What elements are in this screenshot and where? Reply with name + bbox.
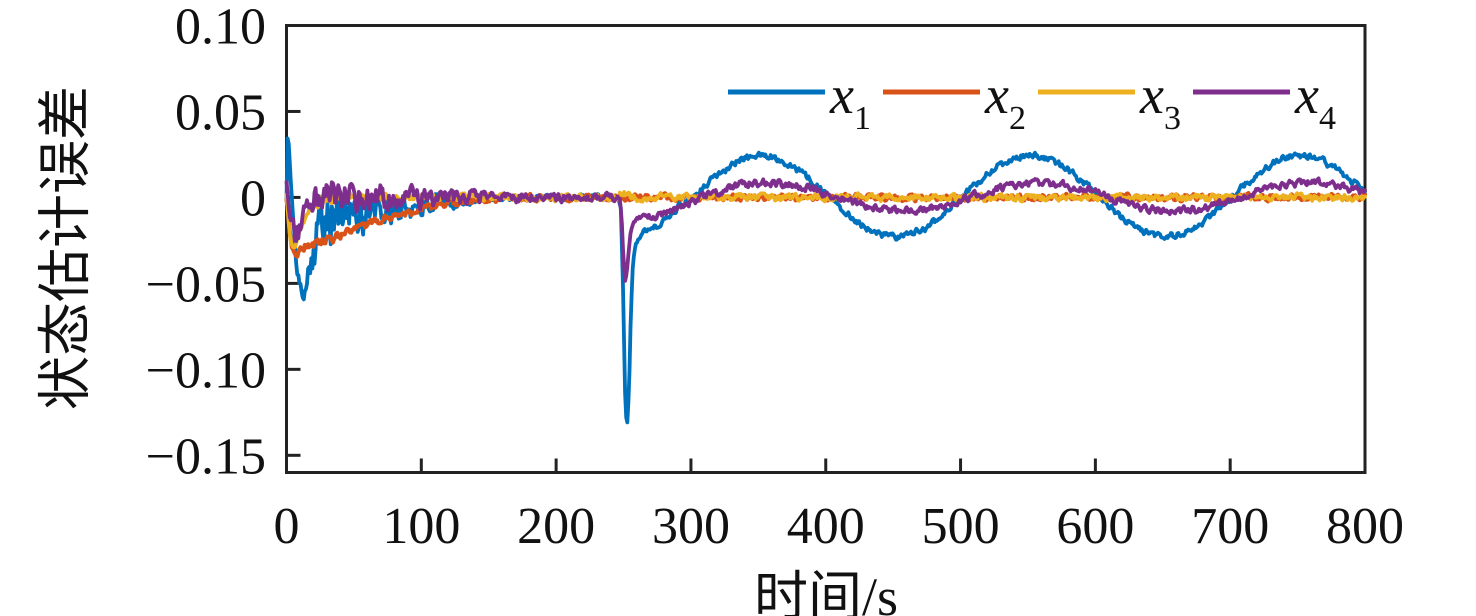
x-axis-tick-label: 800 xyxy=(1326,498,1404,555)
series-x4-line xyxy=(284,176,1367,283)
y-axis-tick-label: −0.10 xyxy=(146,342,266,399)
x-axis-tick-label: 300 xyxy=(652,498,730,555)
y-axis-tick-label: 0.05 xyxy=(175,84,266,141)
legend-item-x2: x2 xyxy=(883,65,1026,137)
x-axis-title: 时间/s xyxy=(753,567,899,616)
legend-label-x4: x4 xyxy=(1294,65,1336,137)
legend-label-x3: x3 xyxy=(1139,65,1181,137)
legend: x1 x2 x3 x4 xyxy=(728,65,1336,137)
series-x3-line xyxy=(284,190,1367,250)
x-axis-tick-label: 700 xyxy=(1191,498,1269,555)
x-axis-tick-label: 400 xyxy=(787,498,865,555)
y-axis: 0.10 0.05 0 −0.05 −0.10 −0.15 xyxy=(146,0,301,485)
y-axis-tick-label: 0.10 xyxy=(175,0,266,56)
y-axis-tick-label: −0.15 xyxy=(146,428,266,485)
x-axis-tick-label: 500 xyxy=(922,498,1000,555)
y-axis-tick-label: 0 xyxy=(240,170,266,227)
x-axis-tick-label: 600 xyxy=(1056,498,1134,555)
legend-label-x1: x1 xyxy=(829,65,871,137)
legend-item-x1: x1 xyxy=(728,65,871,137)
legend-item-x3: x3 xyxy=(1038,65,1181,137)
x-axis-tick-label: 200 xyxy=(517,498,595,555)
series-group xyxy=(284,136,1367,425)
y-axis-tick-label: −0.05 xyxy=(146,256,266,313)
y-axis-title: 状态估计误差 xyxy=(35,86,96,410)
legend-label-x2: x2 xyxy=(984,65,1026,137)
legend-item-x4: x4 xyxy=(1193,65,1336,137)
x-axis-tick-label: 0 xyxy=(274,498,300,555)
x-axis-tick-label: 100 xyxy=(382,498,460,555)
series-x1-line xyxy=(284,136,1367,425)
x-axis: 0 100 200 300 400 500 600 700 800 xyxy=(274,458,1404,555)
